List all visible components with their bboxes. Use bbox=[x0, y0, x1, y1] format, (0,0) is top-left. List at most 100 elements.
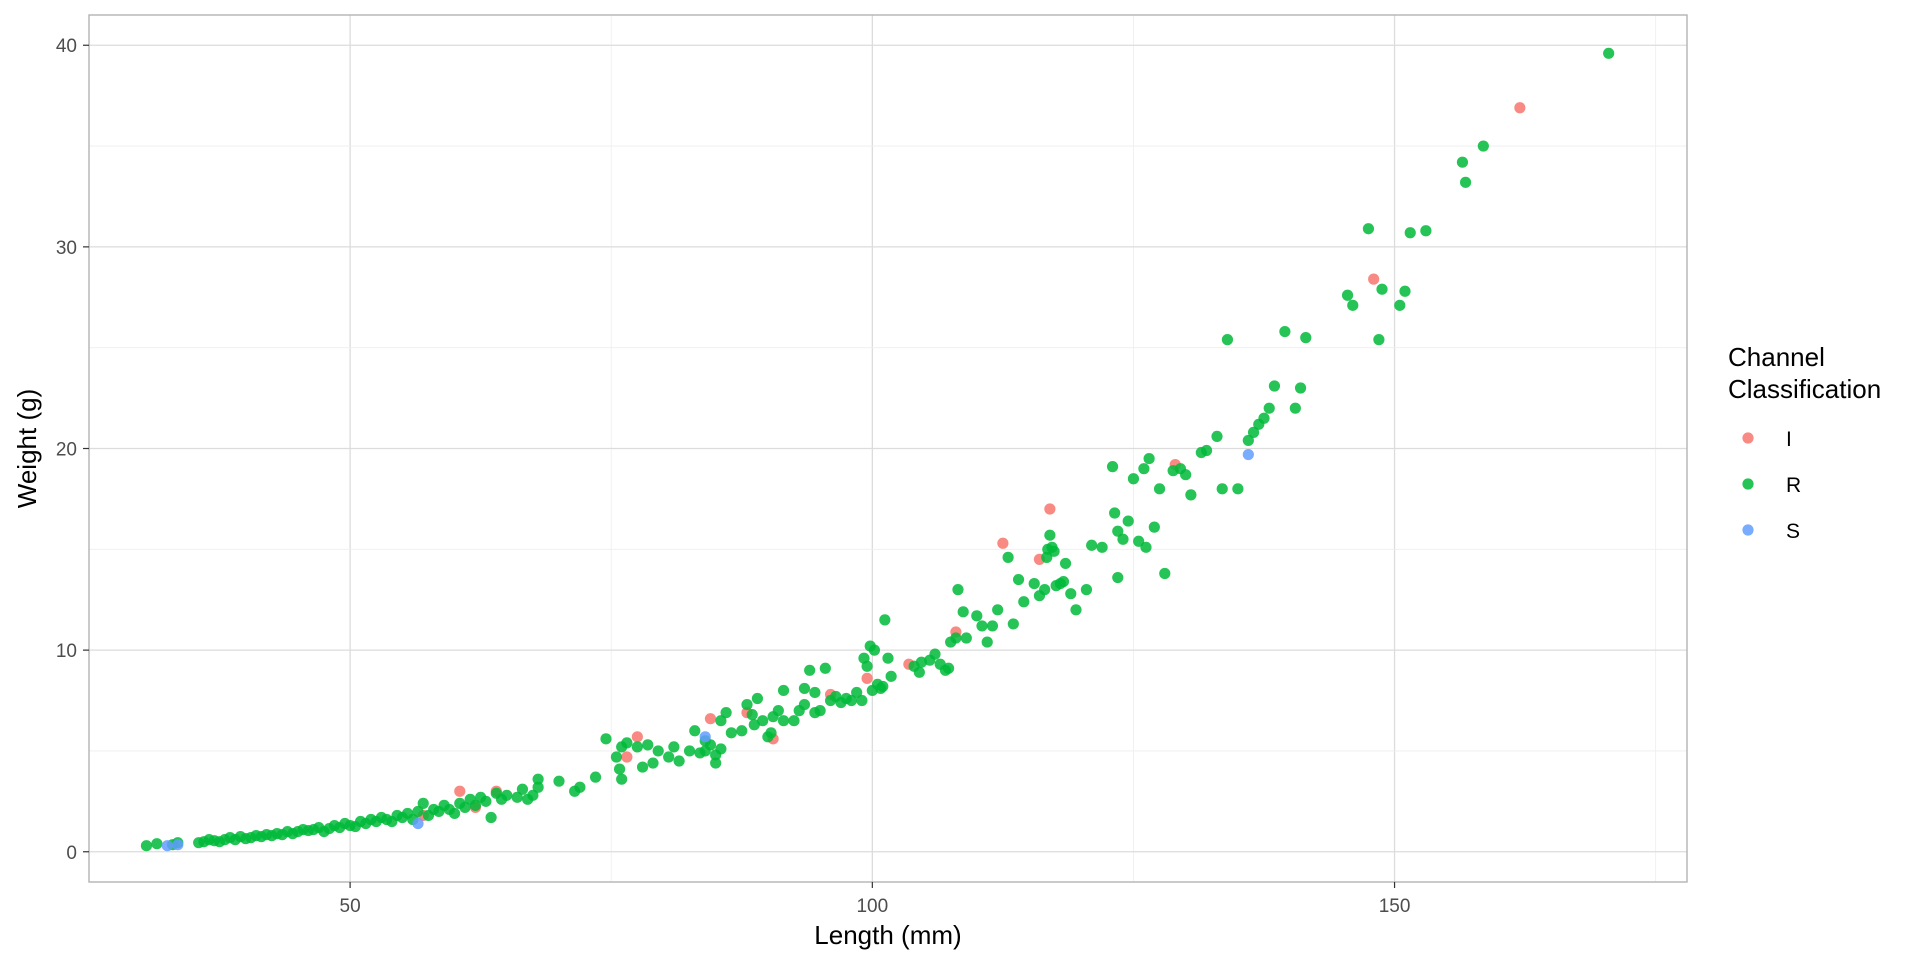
data-point-R bbox=[885, 670, 897, 682]
legend: Channel Classification IRS bbox=[1728, 342, 1881, 543]
data-point-R bbox=[647, 757, 659, 769]
data-point-R bbox=[532, 773, 544, 785]
data-point-R bbox=[1059, 557, 1072, 570]
data-point-R bbox=[913, 666, 925, 678]
data-point-R bbox=[819, 662, 831, 674]
data-point-R bbox=[574, 781, 586, 793]
data-point-R bbox=[992, 604, 1004, 616]
data-point-R bbox=[1048, 545, 1060, 557]
data-point-R bbox=[480, 795, 492, 807]
data-point-R bbox=[814, 705, 826, 717]
data-point-R bbox=[856, 694, 868, 707]
data-point-R bbox=[809, 686, 821, 699]
data-point-R bbox=[469, 799, 482, 811]
data-point-R bbox=[861, 660, 873, 672]
data-point-R bbox=[1018, 596, 1030, 608]
data-point-R bbox=[1153, 483, 1166, 495]
data-point-I bbox=[704, 713, 717, 725]
data-point-S bbox=[412, 817, 424, 830]
data-point-R bbox=[1106, 461, 1119, 473]
data-point-R bbox=[511, 791, 523, 803]
data-point-R bbox=[616, 773, 628, 785]
data-point-R bbox=[1159, 567, 1171, 580]
data-point-R bbox=[621, 737, 633, 749]
data-point-R bbox=[1140, 541, 1152, 553]
data-point-R bbox=[1258, 412, 1270, 424]
data-point-R bbox=[673, 755, 685, 767]
legend-key-S bbox=[1742, 524, 1754, 536]
x-tick-label: 100 bbox=[856, 896, 888, 917]
y-tick-label: 20 bbox=[56, 440, 77, 461]
data-point-R bbox=[1028, 577, 1040, 590]
data-point-R bbox=[610, 751, 623, 763]
data-point-R bbox=[1268, 380, 1281, 392]
x-axis-title: Length (mm) bbox=[814, 920, 961, 950]
data-point-R bbox=[929, 648, 941, 660]
data-point-R bbox=[765, 727, 777, 739]
data-point-R bbox=[1065, 588, 1077, 600]
data-point-R bbox=[1232, 483, 1244, 495]
x-tick-label: 50 bbox=[340, 896, 361, 917]
data-point-R bbox=[798, 698, 811, 711]
data-point-R bbox=[1002, 551, 1014, 563]
data-point-R bbox=[1044, 529, 1056, 541]
data-point-I bbox=[861, 672, 873, 684]
data-point-I bbox=[1368, 273, 1380, 285]
data-point-R bbox=[957, 606, 969, 618]
data-point-R bbox=[1300, 332, 1312, 344]
data-point-R bbox=[1242, 434, 1254, 447]
data-point-R bbox=[553, 775, 565, 787]
data-point-R bbox=[736, 725, 748, 737]
legend-title-line-1: Channel bbox=[1728, 342, 1825, 372]
data-point-R bbox=[1221, 334, 1234, 346]
data-point-R bbox=[715, 743, 727, 755]
data-point-S bbox=[172, 839, 184, 851]
data-point-R bbox=[412, 805, 424, 818]
legend-key-R bbox=[1742, 478, 1754, 490]
data-point-R bbox=[1247, 426, 1260, 438]
data-point-R bbox=[1138, 463, 1150, 475]
data-point-R bbox=[140, 840, 153, 852]
data-point-R bbox=[715, 715, 727, 727]
data-point-R bbox=[777, 715, 790, 727]
data-point-R bbox=[942, 662, 955, 674]
data-point-R bbox=[636, 761, 649, 773]
legend-title-line-2: Classification bbox=[1728, 374, 1881, 404]
data-point-R bbox=[1341, 289, 1354, 301]
data-point-R bbox=[804, 664, 816, 676]
x-tick-label: 150 bbox=[1379, 896, 1411, 917]
data-point-I bbox=[997, 537, 1009, 549]
data-point-R bbox=[1080, 584, 1093, 596]
data-point-R bbox=[1086, 539, 1098, 551]
data-point-R bbox=[915, 656, 928, 668]
data-point-R bbox=[777, 684, 790, 697]
data-point-R bbox=[459, 801, 471, 813]
data-point-R bbox=[1109, 507, 1121, 519]
data-point-R bbox=[1373, 334, 1385, 346]
data-point-R bbox=[1294, 382, 1307, 394]
data-point-R bbox=[589, 771, 602, 783]
data-point-R bbox=[1420, 225, 1432, 237]
data-point-R bbox=[788, 715, 800, 727]
data-point-R bbox=[971, 610, 983, 622]
data-point-R bbox=[952, 584, 964, 596]
data-point-R bbox=[1399, 285, 1411, 297]
data-point-R bbox=[1211, 430, 1223, 443]
data-point-R bbox=[1459, 176, 1472, 188]
axis-ticks: 50 100 150 0 10 20 30 40 bbox=[56, 36, 1411, 917]
data-point-R bbox=[1376, 283, 1388, 295]
grid-lines bbox=[88, 15, 1687, 882]
data-point-R bbox=[1057, 575, 1070, 588]
data-point-I bbox=[631, 731, 643, 743]
y-tick-label: 30 bbox=[56, 238, 77, 259]
data-point-R bbox=[1216, 483, 1228, 495]
data-point-R bbox=[668, 741, 680, 753]
data-point-R bbox=[516, 783, 529, 795]
y-tick-label: 10 bbox=[56, 641, 77, 662]
data-point-R bbox=[725, 727, 737, 739]
data-point-R bbox=[960, 632, 972, 644]
data-point-S bbox=[1242, 448, 1254, 461]
data-point-R bbox=[151, 838, 163, 850]
